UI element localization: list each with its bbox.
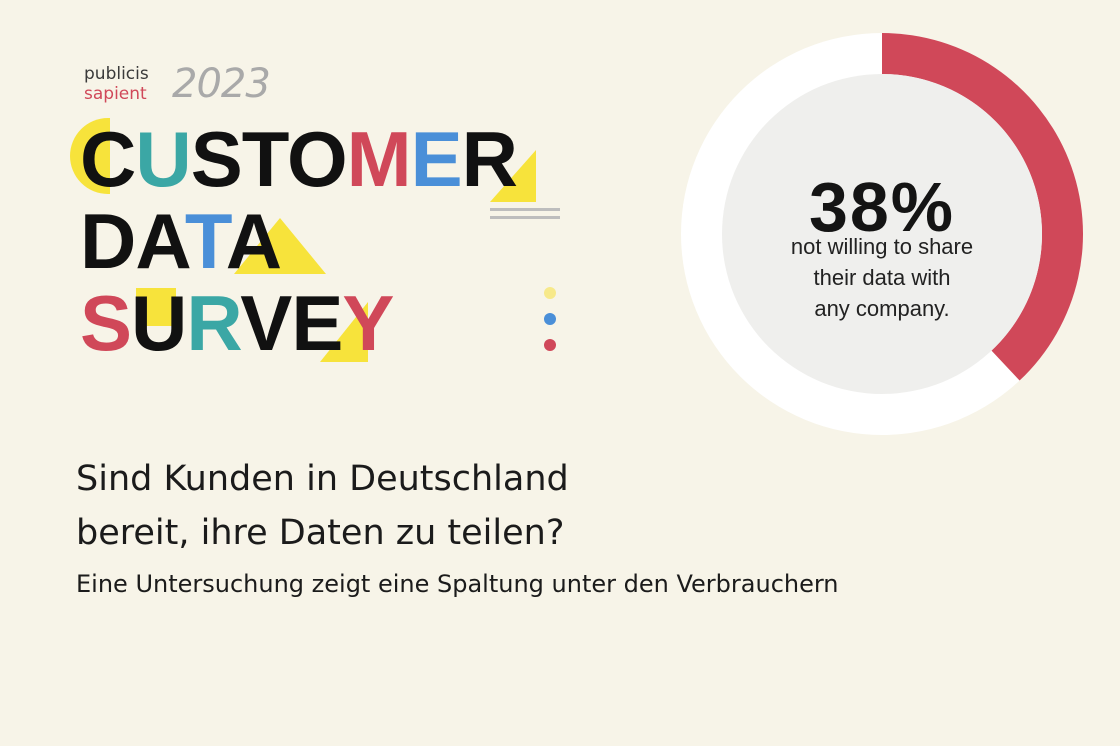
red-dot-icon [544, 339, 556, 351]
page-subheadline: Eine Untersuchung zeigt eine Spaltung un… [76, 570, 839, 598]
title-letter: R [186, 279, 241, 367]
survey-title: CUSTOMER DATA SURVEY [70, 112, 570, 372]
donut-caption-line: their data with [813, 265, 951, 290]
yellow-triangle-shape [234, 218, 326, 274]
headline-line: Sind Kunden in Deutschland [76, 459, 569, 499]
title-letter: D [80, 197, 136, 285]
title-letter: Y [342, 279, 394, 367]
title-letter: V [240, 279, 292, 367]
title-letter: T [241, 115, 288, 203]
donut-chart-svg [681, 33, 1083, 435]
title-letter: C [80, 115, 136, 203]
gray-line-shape [490, 208, 560, 211]
yellow-triangle-shape [320, 302, 368, 362]
gray-line-shape [490, 216, 560, 219]
page-headline: Sind Kunden in Deutschland bereit, ihre … [76, 452, 776, 560]
brand-publicis: publicis [84, 64, 149, 84]
title-letter: U [135, 115, 191, 203]
yellow-triangle-shape [490, 150, 536, 202]
title-letter: R [461, 115, 518, 203]
title-letter: A [225, 197, 282, 285]
title-letter: O [286, 115, 348, 203]
title-letter: S [190, 115, 243, 203]
donut-inner-circle [722, 74, 1042, 394]
donut-caption-line: any company. [814, 296, 950, 321]
brand-logo: publicis sapient 2023 [84, 61, 284, 108]
title-letter: A [135, 197, 186, 285]
title-line-customer: CUSTOMER [80, 120, 518, 198]
title-letter: E [291, 279, 343, 367]
title-letter: E [410, 115, 463, 203]
donut-caption-line: not willing to share [790, 234, 974, 259]
donut-slice-highlight [882, 33, 1083, 381]
title-line-data: DATA [80, 202, 282, 280]
title-letter: M [346, 115, 412, 203]
donut-chart: 38% not willing to share their data with… [681, 33, 1083, 435]
title-letter: S [80, 279, 132, 367]
headline-line: bereit, ihre Daten zu teilen? [76, 513, 565, 553]
yellow-dot-icon [544, 287, 556, 299]
yellow-square-shape [136, 288, 176, 326]
title-letter: T [184, 197, 227, 285]
brand-sapient: sapient [84, 84, 147, 104]
blue-dot-icon [544, 313, 556, 325]
survey-year: 2023 [172, 61, 271, 107]
donut-percent-label: 38% [808, 168, 956, 246]
donut-caption: not willing to share their data with any… [767, 231, 997, 324]
title-line-survey: SURVEY [80, 284, 394, 362]
title-letter: U [131, 279, 187, 367]
